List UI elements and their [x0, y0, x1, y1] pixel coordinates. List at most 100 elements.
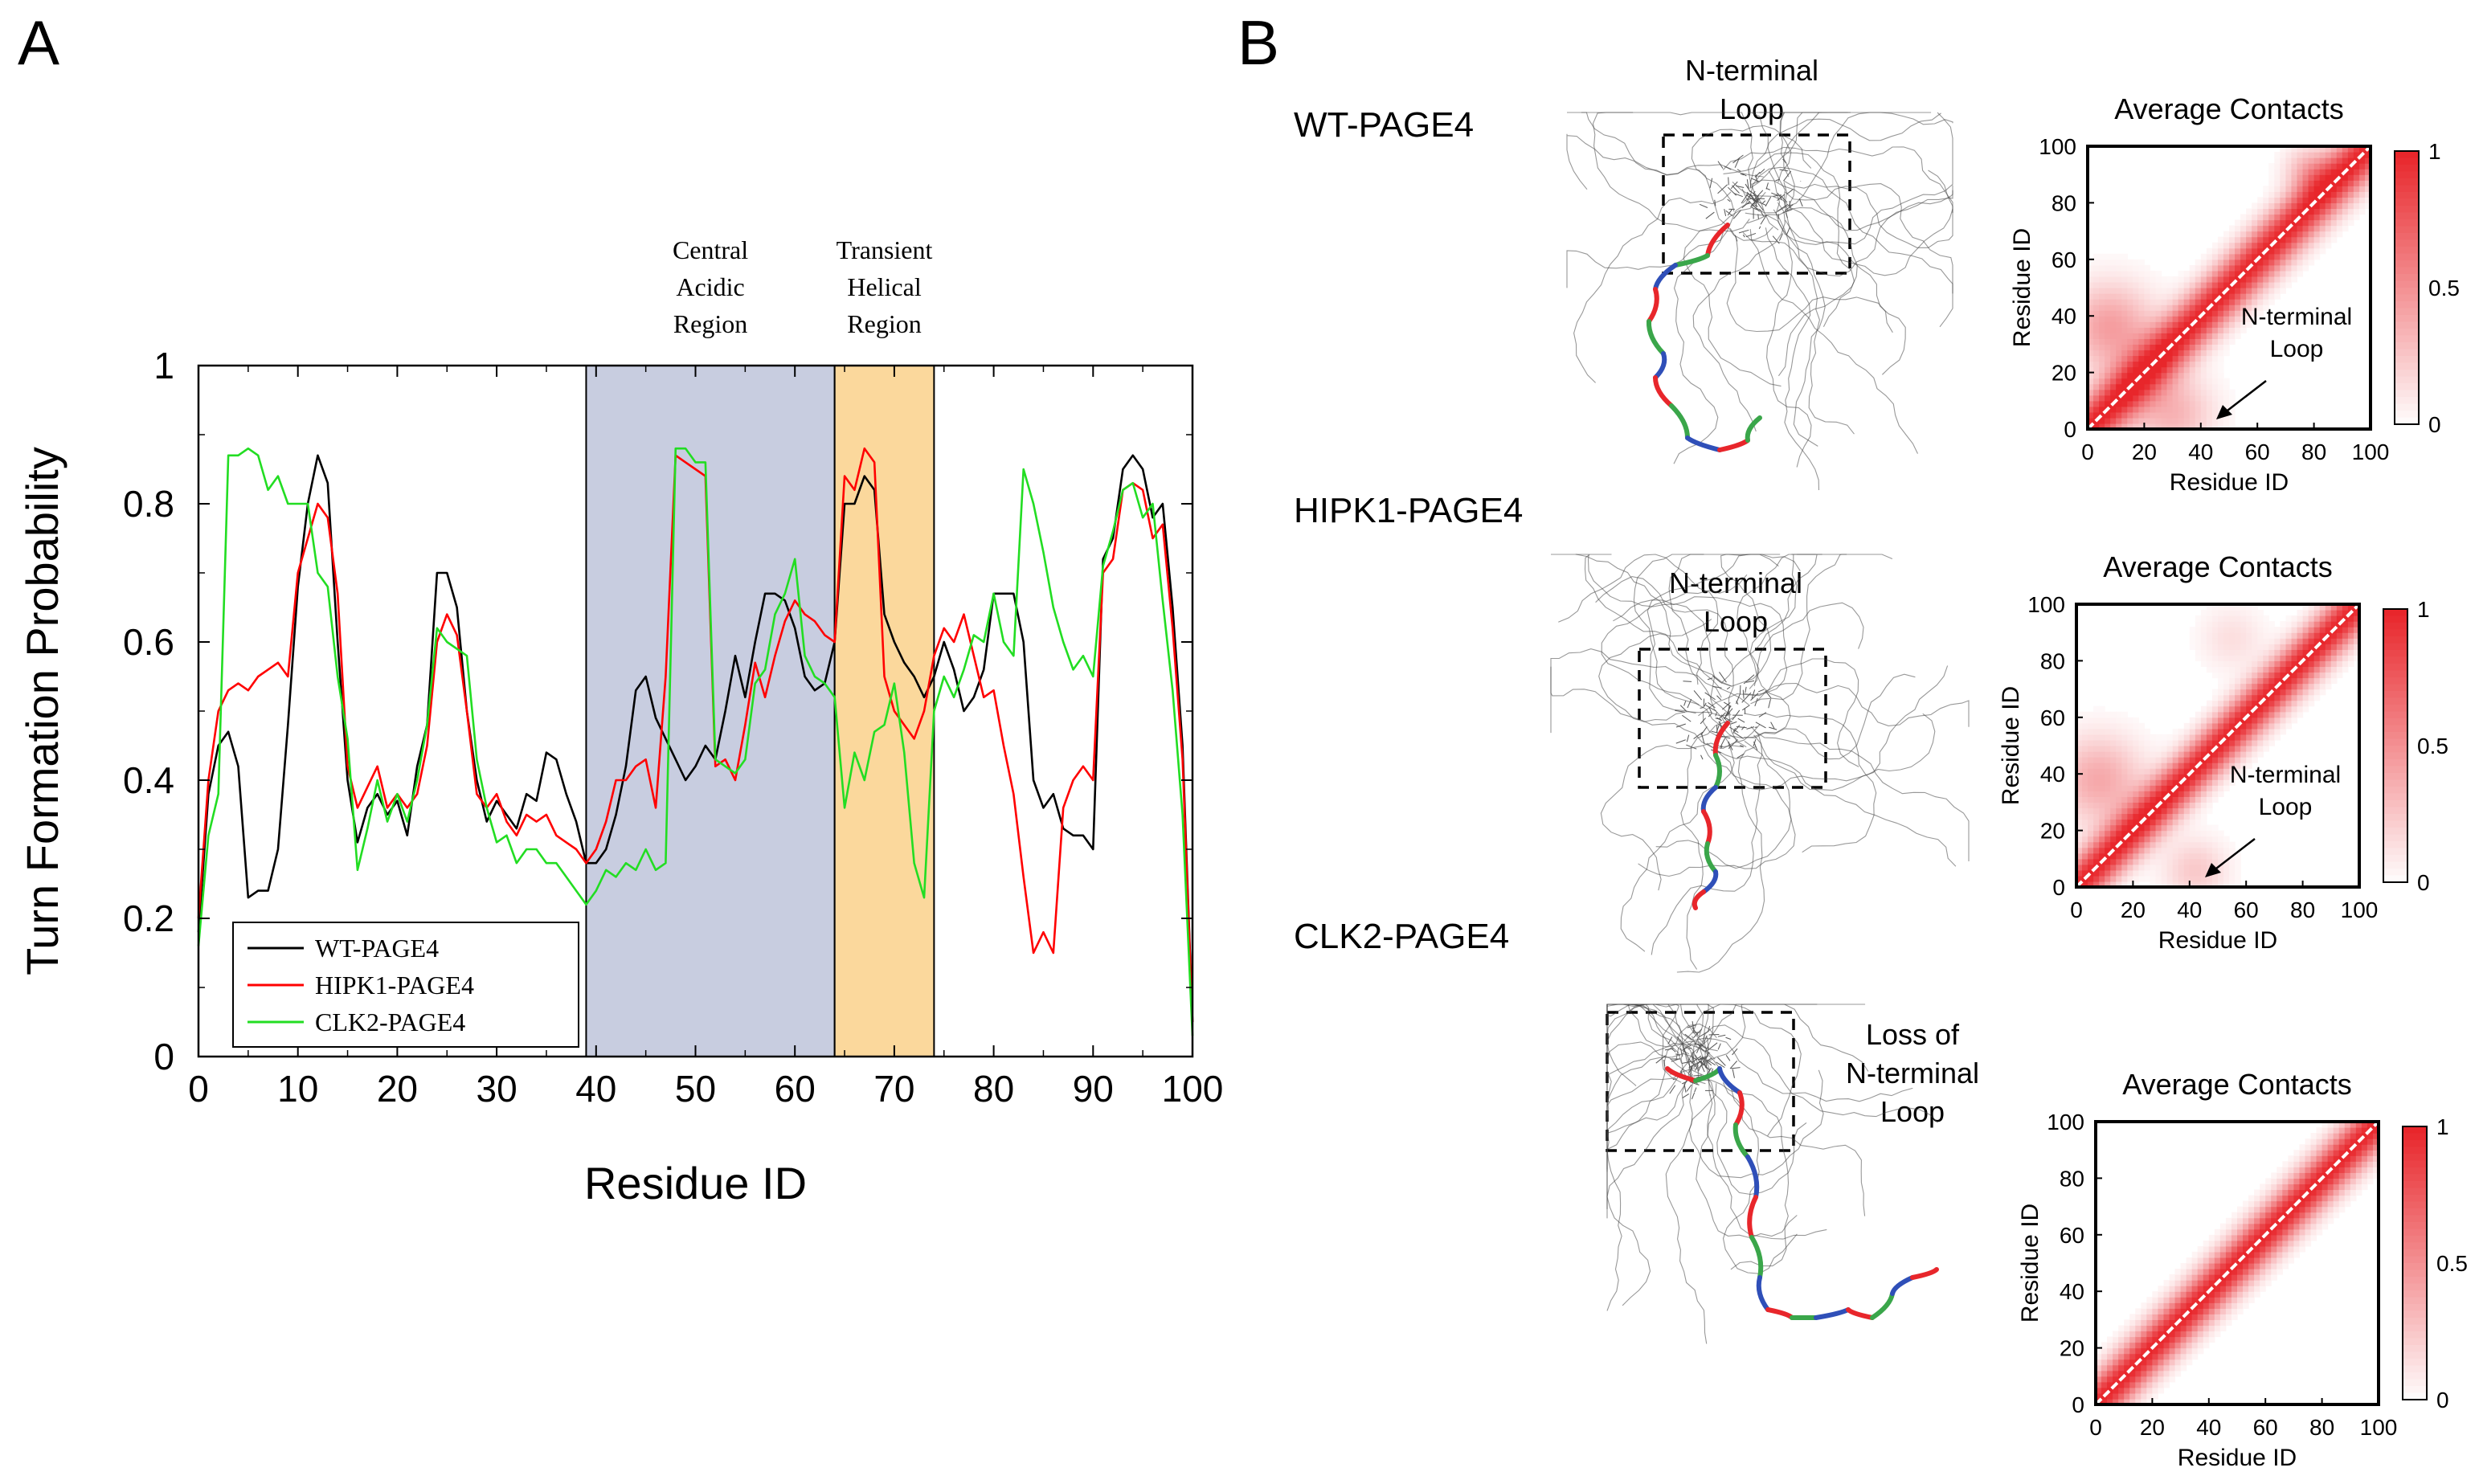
contact-cell — [2302, 202, 2309, 210]
contact-cell — [2268, 186, 2275, 192]
contact-cell — [2336, 615, 2343, 622]
contact-cell — [2116, 813, 2122, 820]
ensemble-core — [1729, 1061, 1738, 1069]
contact-cell — [2172, 383, 2179, 390]
contact-cell — [2200, 366, 2207, 374]
ensemble-core — [1742, 705, 1750, 711]
contact-cell — [2288, 1251, 2294, 1258]
contact-cell — [2138, 423, 2145, 430]
contact-cell — [2183, 333, 2191, 339]
contact-cell — [2186, 1319, 2193, 1327]
contact-cell — [2180, 1291, 2187, 1298]
contact-cell — [2172, 361, 2179, 368]
contact-cell — [2252, 739, 2258, 746]
contact-cell — [2076, 728, 2083, 735]
colorbar-step — [2383, 684, 2407, 692]
contact-cell — [2189, 299, 2196, 305]
contact-cell — [2277, 1212, 2283, 1219]
contact-cell — [2158, 1342, 2165, 1349]
contact-cell — [2293, 1251, 2301, 1258]
contact-cell — [2082, 881, 2088, 888]
contact-cell — [2310, 1161, 2317, 1167]
contact-cell — [2254, 1212, 2260, 1219]
contact-cell — [2178, 327, 2185, 333]
x-tick-label: 100 — [2341, 897, 2379, 922]
ensemble-core — [1728, 739, 1738, 749]
contact-cell — [2225, 1280, 2232, 1286]
contact-cell — [2211, 327, 2219, 333]
colorbar-step — [2395, 198, 2419, 206]
contact-cell — [2076, 824, 2083, 832]
contact-cell — [2166, 819, 2174, 826]
contact-cell — [2285, 632, 2293, 639]
contact-cell — [2240, 649, 2247, 656]
colorbar-tick-label: 0.5 — [2417, 734, 2448, 758]
contact-cell — [2252, 717, 2258, 724]
contact-cell — [2223, 417, 2230, 424]
contact-map-title: Average Contacts — [2122, 1068, 2352, 1101]
contact-cell — [2113, 1370, 2119, 1377]
contact-cell — [2105, 841, 2111, 848]
contact-cell — [2211, 830, 2219, 837]
contact-cell — [2336, 672, 2343, 679]
contact-cell — [2231, 1302, 2238, 1309]
contact-cell — [2116, 774, 2122, 780]
contact-cell — [2344, 1122, 2351, 1128]
contact-cell — [2240, 768, 2247, 775]
contact-cell — [2169, 1302, 2176, 1309]
contact-cell — [2231, 1228, 2238, 1236]
contact-cell — [2310, 1150, 2317, 1156]
contact-cell — [2138, 395, 2145, 402]
contact-cell — [2158, 1370, 2165, 1377]
contact-cell — [2161, 785, 2168, 791]
contact-cell — [2088, 768, 2094, 775]
contact-cell — [2229, 417, 2236, 424]
ensemble-core — [1694, 1065, 1699, 1071]
contact-cell — [2367, 1155, 2374, 1162]
contact-cell — [2299, 1167, 2306, 1173]
contact-cell — [2291, 672, 2298, 679]
contact-cell — [2189, 751, 2196, 758]
contact-cell — [2313, 214, 2321, 221]
contact-cell — [2200, 649, 2207, 656]
contact-cell — [2166, 350, 2174, 357]
contact-cell — [2150, 875, 2157, 882]
contact-cell — [2144, 270, 2151, 277]
contact-cell — [2254, 1280, 2260, 1286]
contact-cell — [2161, 807, 2168, 815]
contact-cell — [2358, 202, 2366, 210]
contact-cell — [2200, 768, 2207, 775]
ribbon-segment — [1870, 1291, 1895, 1320]
contact-cell — [2116, 344, 2122, 351]
contact-cell — [2155, 395, 2162, 402]
contact-cell — [2214, 1319, 2221, 1327]
contact-cell — [2144, 400, 2151, 407]
ensemble-core — [1719, 712, 1726, 719]
colorbar-step — [2403, 1310, 2427, 1318]
contact-cell — [2203, 1319, 2210, 1327]
ribbon-segment — [1756, 1275, 1770, 1312]
contact-cell — [2121, 264, 2128, 272]
contact-cell — [2327, 1161, 2334, 1167]
contact-cell — [2265, 1206, 2272, 1213]
contact-cell — [2252, 751, 2258, 758]
contact-cell — [2223, 858, 2230, 865]
contact-cell — [2099, 253, 2105, 260]
contact-cell — [2254, 1189, 2260, 1196]
contact-cell — [2195, 316, 2202, 322]
contact-cell — [2174, 1280, 2182, 1286]
contact-cell — [2277, 1257, 2283, 1264]
contact-cell — [2206, 785, 2213, 791]
contact-cell — [2229, 389, 2236, 396]
contact-cell — [2240, 666, 2247, 673]
contact-cell — [2113, 1347, 2119, 1355]
contact-cell — [2206, 333, 2213, 339]
contact-cell — [2211, 293, 2219, 300]
contact-cell — [2235, 310, 2241, 317]
contact-cell — [2257, 197, 2264, 203]
contact-cell — [2223, 694, 2230, 701]
contact-cell — [2158, 1319, 2165, 1327]
contact-cell — [2082, 802, 2088, 809]
x-axis-label: Residue ID — [2158, 927, 2277, 954]
ensemble-core — [1738, 229, 1749, 234]
